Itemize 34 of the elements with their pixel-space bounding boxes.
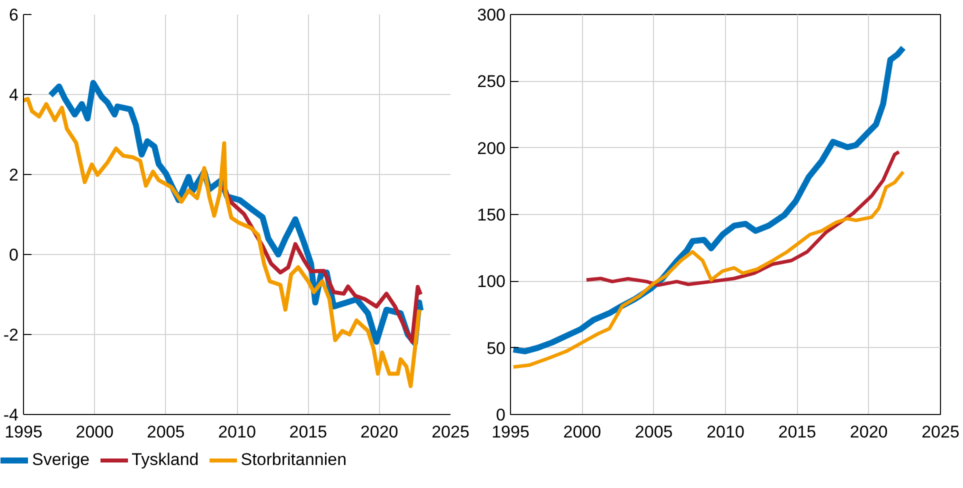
x-tick-label: 2025 <box>922 422 960 442</box>
y-tick-label: 50 <box>486 338 506 358</box>
y-tick-label: -2 <box>3 326 19 344</box>
x-tick-label: 2015 <box>289 422 328 442</box>
x-tick-label: 2000 <box>563 422 602 442</box>
x-tick-label: 2010 <box>218 422 256 442</box>
x-tick-label: 1995 <box>492 422 530 442</box>
x-tick-label: 2025 <box>432 422 470 442</box>
legend-label: Storbritannien <box>240 450 347 470</box>
x-tick-label: 2005 <box>634 422 673 442</box>
y-tick-label: 200 <box>477 138 506 158</box>
x-tick-label: 2000 <box>76 422 114 442</box>
y-tick-label: -4 <box>3 406 19 424</box>
line-series <box>220 184 423 344</box>
x-tick-label: 2010 <box>706 422 744 442</box>
y-tick-label: 100 <box>477 272 506 292</box>
legend-label: Tyskland <box>132 450 199 470</box>
y-tick-label: 150 <box>477 206 506 224</box>
x-tick-label: 2020 <box>360 422 398 442</box>
legend-label: Sverige <box>32 450 90 470</box>
y-tick-label: 300 <box>477 6 506 24</box>
y-tick-label: 250 <box>477 72 506 92</box>
line-series <box>584 150 901 287</box>
x-tick-label: 2005 <box>146 422 185 442</box>
y-tick-label: 0 <box>9 246 19 264</box>
x-tick-label: 2015 <box>778 422 816 442</box>
x-tick-label: 1995 <box>4 422 42 442</box>
y-tick-label: 2 <box>9 166 19 184</box>
line-series <box>24 96 422 388</box>
line-series <box>512 170 905 369</box>
y-tick-label: 0 <box>496 406 506 424</box>
x-tick-label: 2020 <box>850 422 888 442</box>
y-tick-label: 4 <box>9 86 19 104</box>
y-tick-label: 6 <box>9 6 19 24</box>
